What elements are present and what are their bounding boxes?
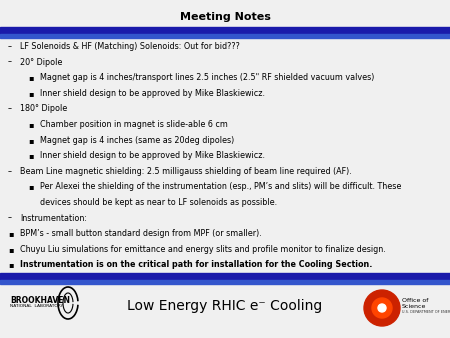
Text: Instrumentation is on the critical path for installation for the Cooling Section: Instrumentation is on the critical path … — [20, 260, 373, 269]
Text: Chamber position in magnet is slide-able 6 cm: Chamber position in magnet is slide-able… — [40, 120, 228, 129]
Bar — [0, 27, 450, 34]
Text: –: – — [8, 167, 12, 176]
Text: –: – — [8, 104, 12, 114]
Text: Inner shield design to be approved by Mike Blaskiewicz.: Inner shield design to be approved by Mi… — [40, 89, 265, 98]
Text: Per Alexei the shielding of the instrumentation (esp., PM’s and slits) will be d: Per Alexei the shielding of the instrume… — [40, 183, 401, 191]
Text: Beam Line magnetic shielding: 2.5 milligauss shielding of beam line required (AF: Beam Line magnetic shielding: 2.5 millig… — [20, 167, 352, 176]
Text: –: – — [8, 214, 12, 223]
Text: ▪: ▪ — [28, 120, 33, 129]
Bar — [0, 34, 450, 38]
Text: Chuyu Liu simulations for emittance and energy slits and profile monitor to fina: Chuyu Liu simulations for emittance and … — [20, 245, 386, 254]
Text: ▪: ▪ — [8, 229, 14, 238]
Text: Magnet gap is 4 inches (same as 20deg dipoles): Magnet gap is 4 inches (same as 20deg di… — [40, 136, 234, 145]
Bar — [0, 284, 450, 338]
Text: ▪: ▪ — [28, 89, 33, 98]
Text: ▪: ▪ — [8, 260, 14, 269]
Text: Instrumentation:: Instrumentation: — [20, 214, 87, 223]
Text: Low Energy RHIC e⁻ Cooling: Low Energy RHIC e⁻ Cooling — [127, 299, 323, 313]
Text: 20° Dipole: 20° Dipole — [20, 57, 63, 67]
Text: –: – — [8, 42, 12, 51]
Text: Science: Science — [402, 304, 427, 309]
Text: U.S. DEPARTMENT OF ENERGY: U.S. DEPARTMENT OF ENERGY — [402, 310, 450, 314]
Text: ▪: ▪ — [28, 136, 33, 145]
Text: ▪: ▪ — [28, 73, 33, 82]
Text: ▪: ▪ — [8, 245, 14, 254]
Text: BPM’s - small button standard design from MPF (or smaller).: BPM’s - small button standard design fro… — [20, 229, 262, 238]
Text: BROOKHAVEN: BROOKHAVEN — [10, 296, 70, 305]
Text: Meeting Notes: Meeting Notes — [180, 12, 270, 22]
Text: LF Solenoids & HF (Matching) Solenoids: Out for bid???: LF Solenoids & HF (Matching) Solenoids: … — [20, 42, 240, 51]
Text: Inner shield design to be approved by Mike Blaskiewicz.: Inner shield design to be approved by Mi… — [40, 151, 265, 160]
Text: –: – — [8, 57, 12, 67]
Text: ▪: ▪ — [28, 151, 33, 160]
Text: devices should be kept as near to LF solenoids as possible.: devices should be kept as near to LF sol… — [40, 198, 277, 207]
Circle shape — [378, 304, 386, 312]
Text: Office of: Office of — [402, 298, 428, 303]
Circle shape — [372, 298, 392, 318]
Text: Magnet gap is 4 inches/transport lines 2.5 inches (2.5" RF shielded vacuum valve: Magnet gap is 4 inches/transport lines 2… — [40, 73, 374, 82]
Bar — [0, 273, 450, 280]
Bar — [0, 280, 450, 284]
Circle shape — [364, 290, 400, 326]
Text: 180° Dipole: 180° Dipole — [20, 104, 67, 114]
Text: NATIONAL  LABORATORY: NATIONAL LABORATORY — [10, 304, 63, 308]
Text: ▪: ▪ — [28, 183, 33, 191]
